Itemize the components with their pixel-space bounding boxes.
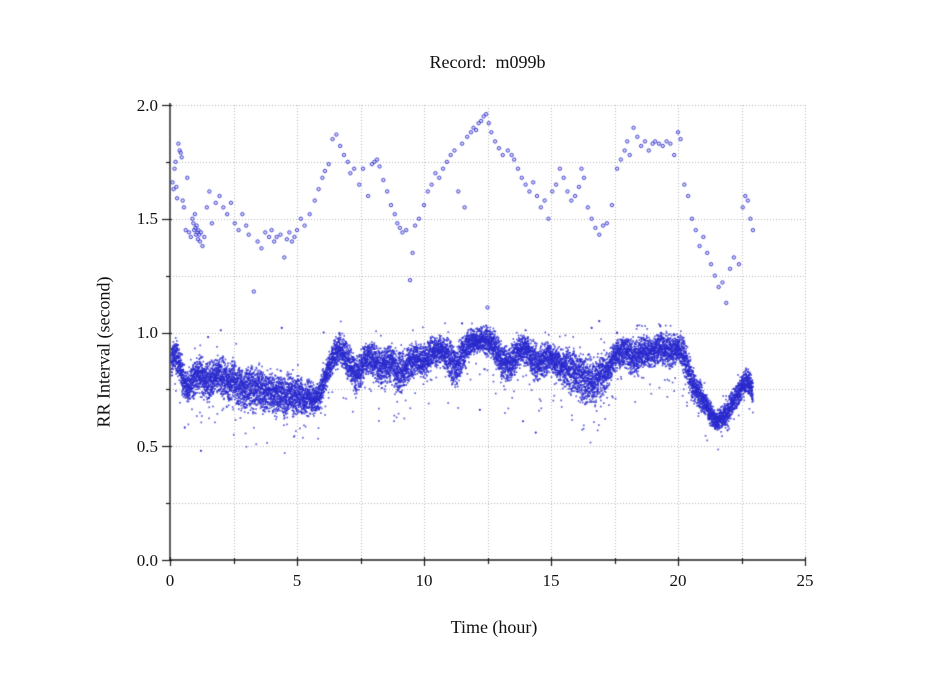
x-tick-label: 20 bbox=[669, 571, 687, 590]
y-tick-label: 0.0 bbox=[136, 550, 158, 570]
x-tick-label: 15 bbox=[542, 571, 560, 590]
y-axis-label: RR Interval (second) bbox=[93, 276, 114, 428]
x-axis-label: Time (hour) bbox=[450, 617, 538, 637]
y-tick-label: 0.5 bbox=[136, 436, 158, 456]
x-tick-label: 25 bbox=[796, 571, 814, 590]
x-tick-label: 10 bbox=[415, 571, 433, 590]
y-tick-label: 2.0 bbox=[136, 95, 158, 115]
x-tick-label: 5 bbox=[292, 571, 302, 590]
chart-title: Record: m099b bbox=[429, 52, 546, 72]
y-tick-label: 1.0 bbox=[136, 323, 158, 342]
y-tick-label: 1.5 bbox=[136, 209, 158, 229]
x-tick-label: 0 bbox=[165, 571, 175, 590]
